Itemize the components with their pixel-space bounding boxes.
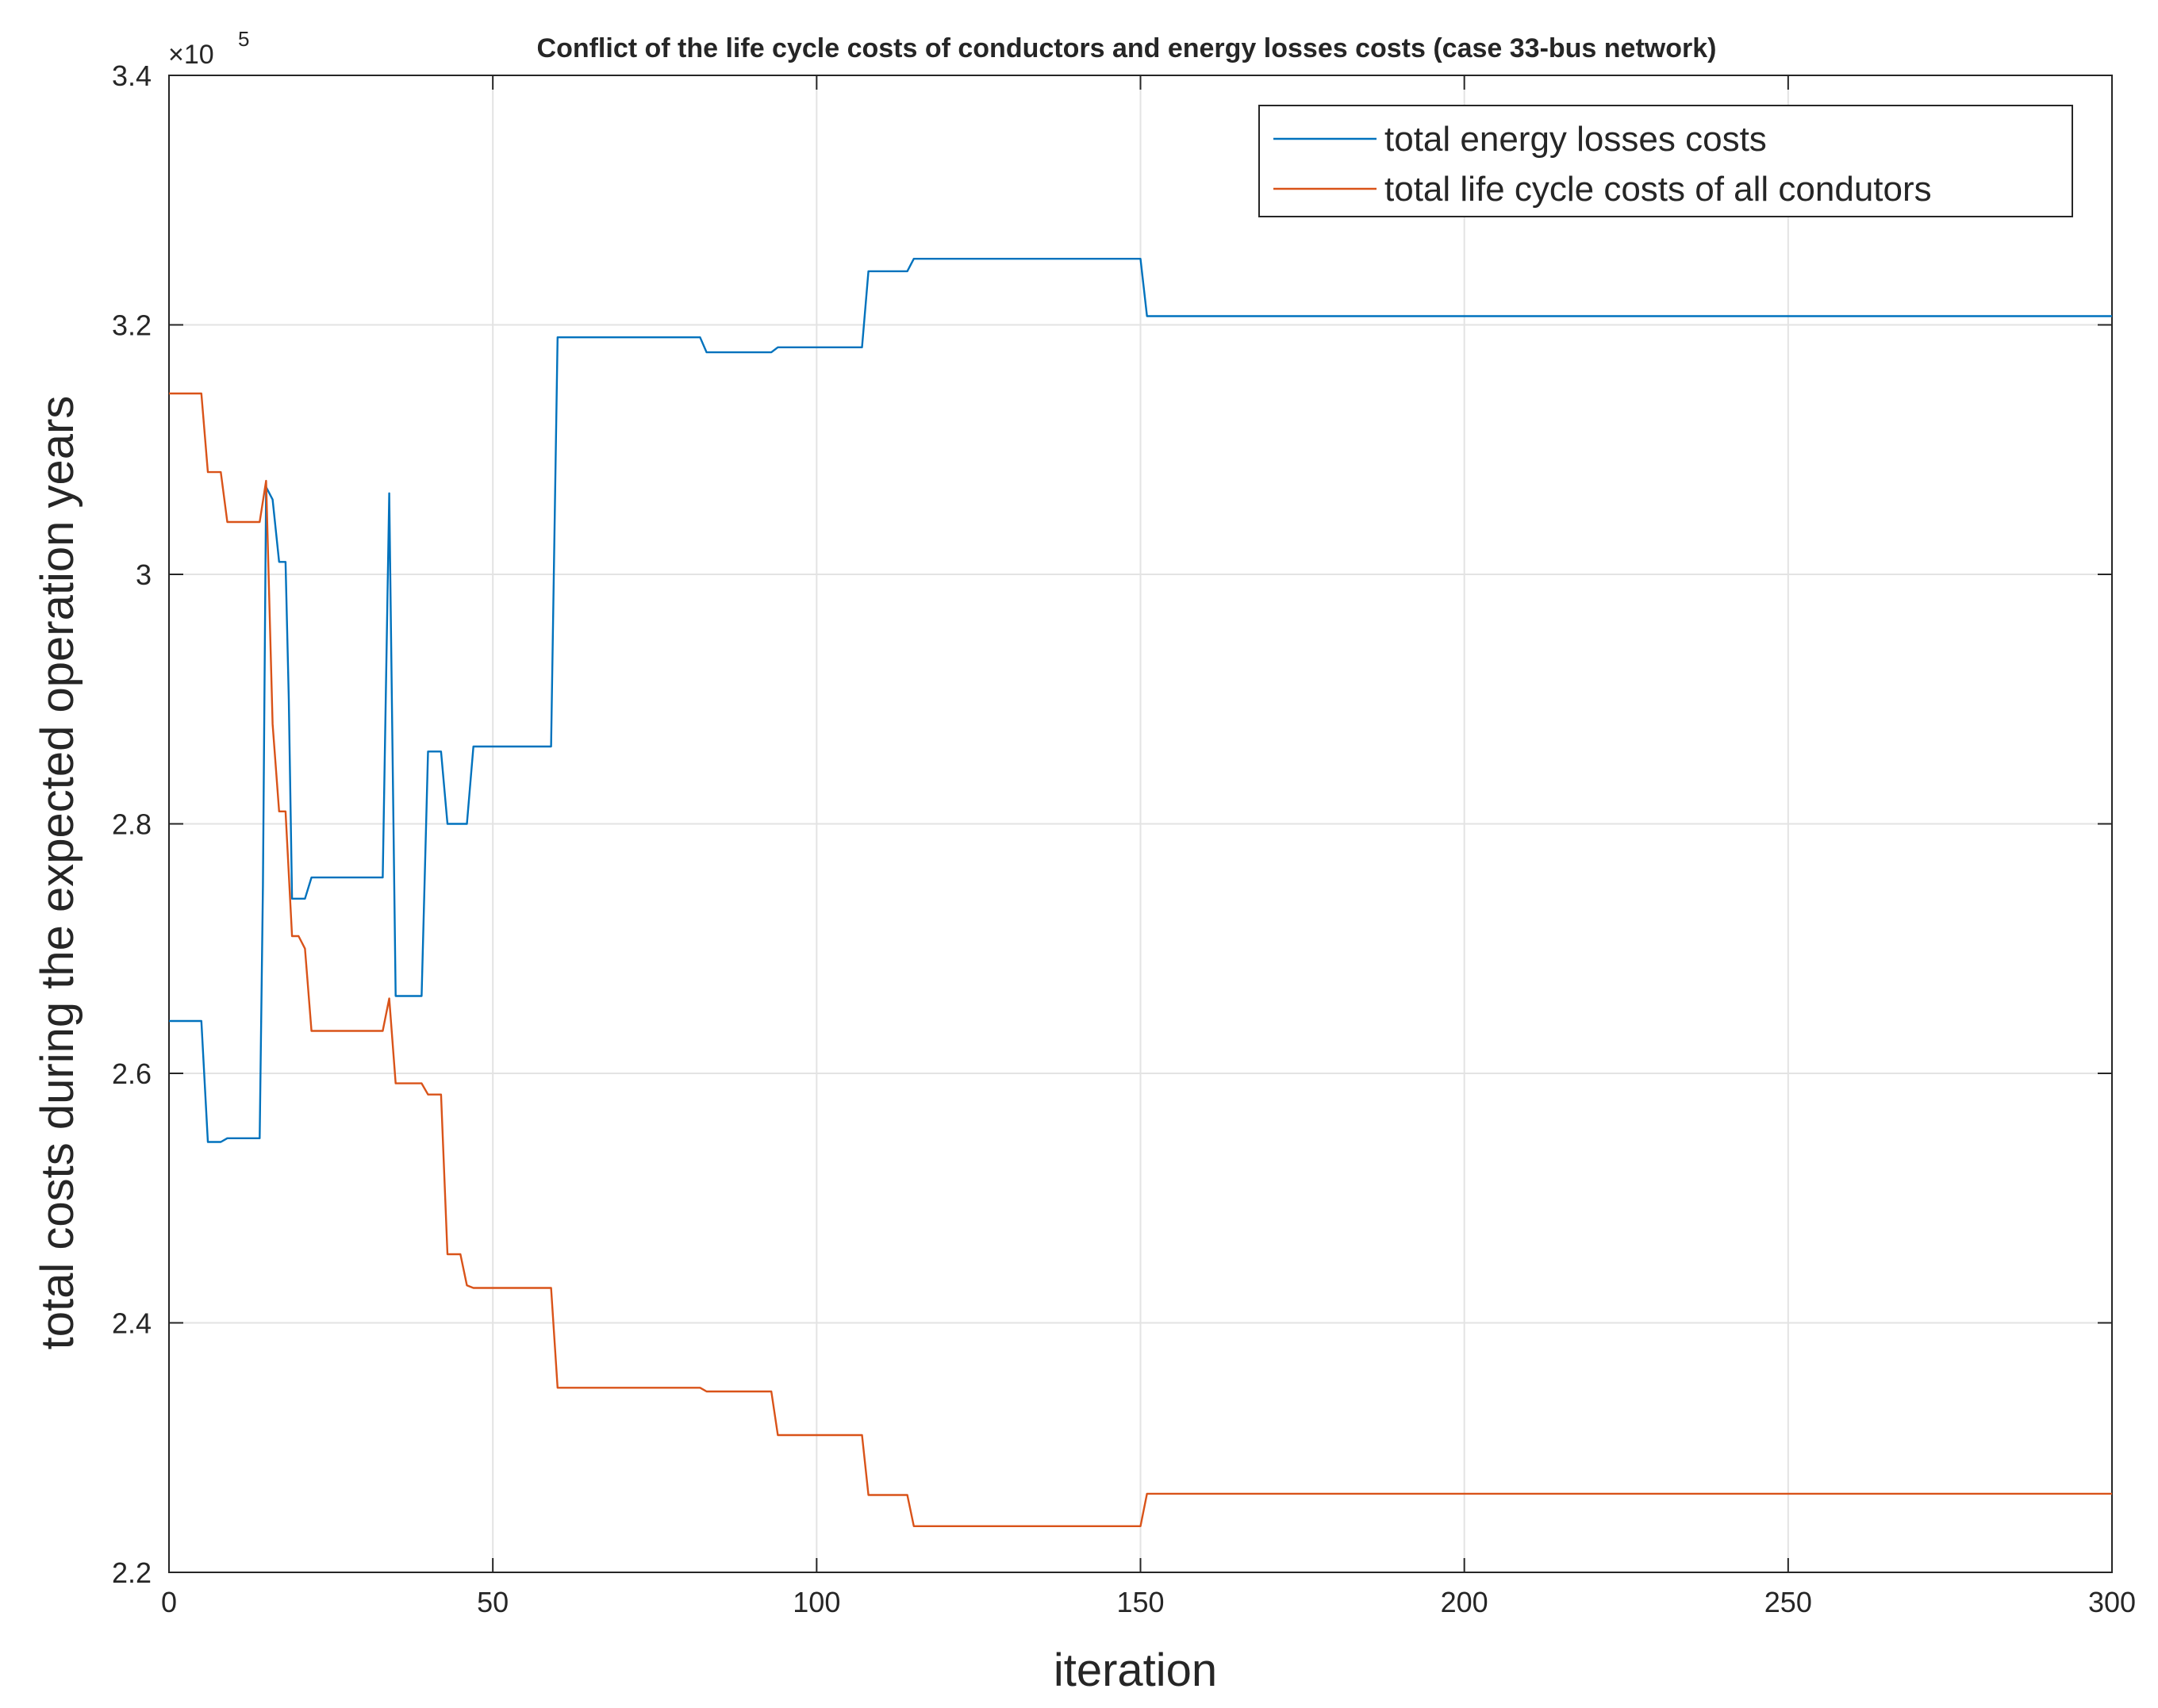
legend: total energy losses costs total life cycl…: [1258, 105, 2073, 217]
series-line-0: [169, 258, 2112, 1143]
y-tick-label: 2.6: [112, 1057, 152, 1090]
y-exponent-label: ×10: [168, 40, 214, 70]
chart-title: Conflict of the life cycle costs of cond…: [537, 33, 1717, 63]
x-ticks: 0 50 100 150 200 250 300: [161, 75, 2136, 1618]
y-tick-label: 3.2: [112, 309, 152, 342]
grid: [169, 75, 2112, 1572]
y-tick-label: 3.4: [112, 59, 152, 92]
y-tick-label: 2.2: [112, 1556, 152, 1589]
y-exponent: ×10 5: [168, 27, 249, 70]
x-tick-label: 0: [161, 1586, 177, 1618]
x-tick-label: 200: [1441, 1586, 1488, 1618]
y-tick-label: 2.8: [112, 808, 152, 841]
y-tick-label: 2.4: [112, 1307, 152, 1340]
legend-label-0: total energy losses costs: [1384, 120, 1767, 159]
y-tick-label: 3: [136, 558, 152, 591]
y-exponent-value: 5: [238, 27, 249, 51]
x-axis-title: iteration: [1054, 1645, 1217, 1696]
series-lines: [169, 258, 2112, 1528]
x-tick-label: 100: [793, 1586, 840, 1618]
x-tick-label: 150: [1116, 1586, 1164, 1618]
legend-label-1: total life cycle costs of all condutors: [1384, 170, 1932, 209]
x-tick-label: 250: [1764, 1586, 1812, 1618]
y-ticks: 2.2 2.4 2.6 2.8 3 3.2 3.4: [112, 59, 2112, 1589]
x-tick-label: 300: [2088, 1586, 2136, 1618]
series-line-1: [169, 392, 2112, 1528]
x-tick-label: 50: [477, 1586, 509, 1618]
legend-box: [1258, 105, 2073, 217]
y-axis-title: total costs during the expected operatio…: [32, 396, 83, 1350]
